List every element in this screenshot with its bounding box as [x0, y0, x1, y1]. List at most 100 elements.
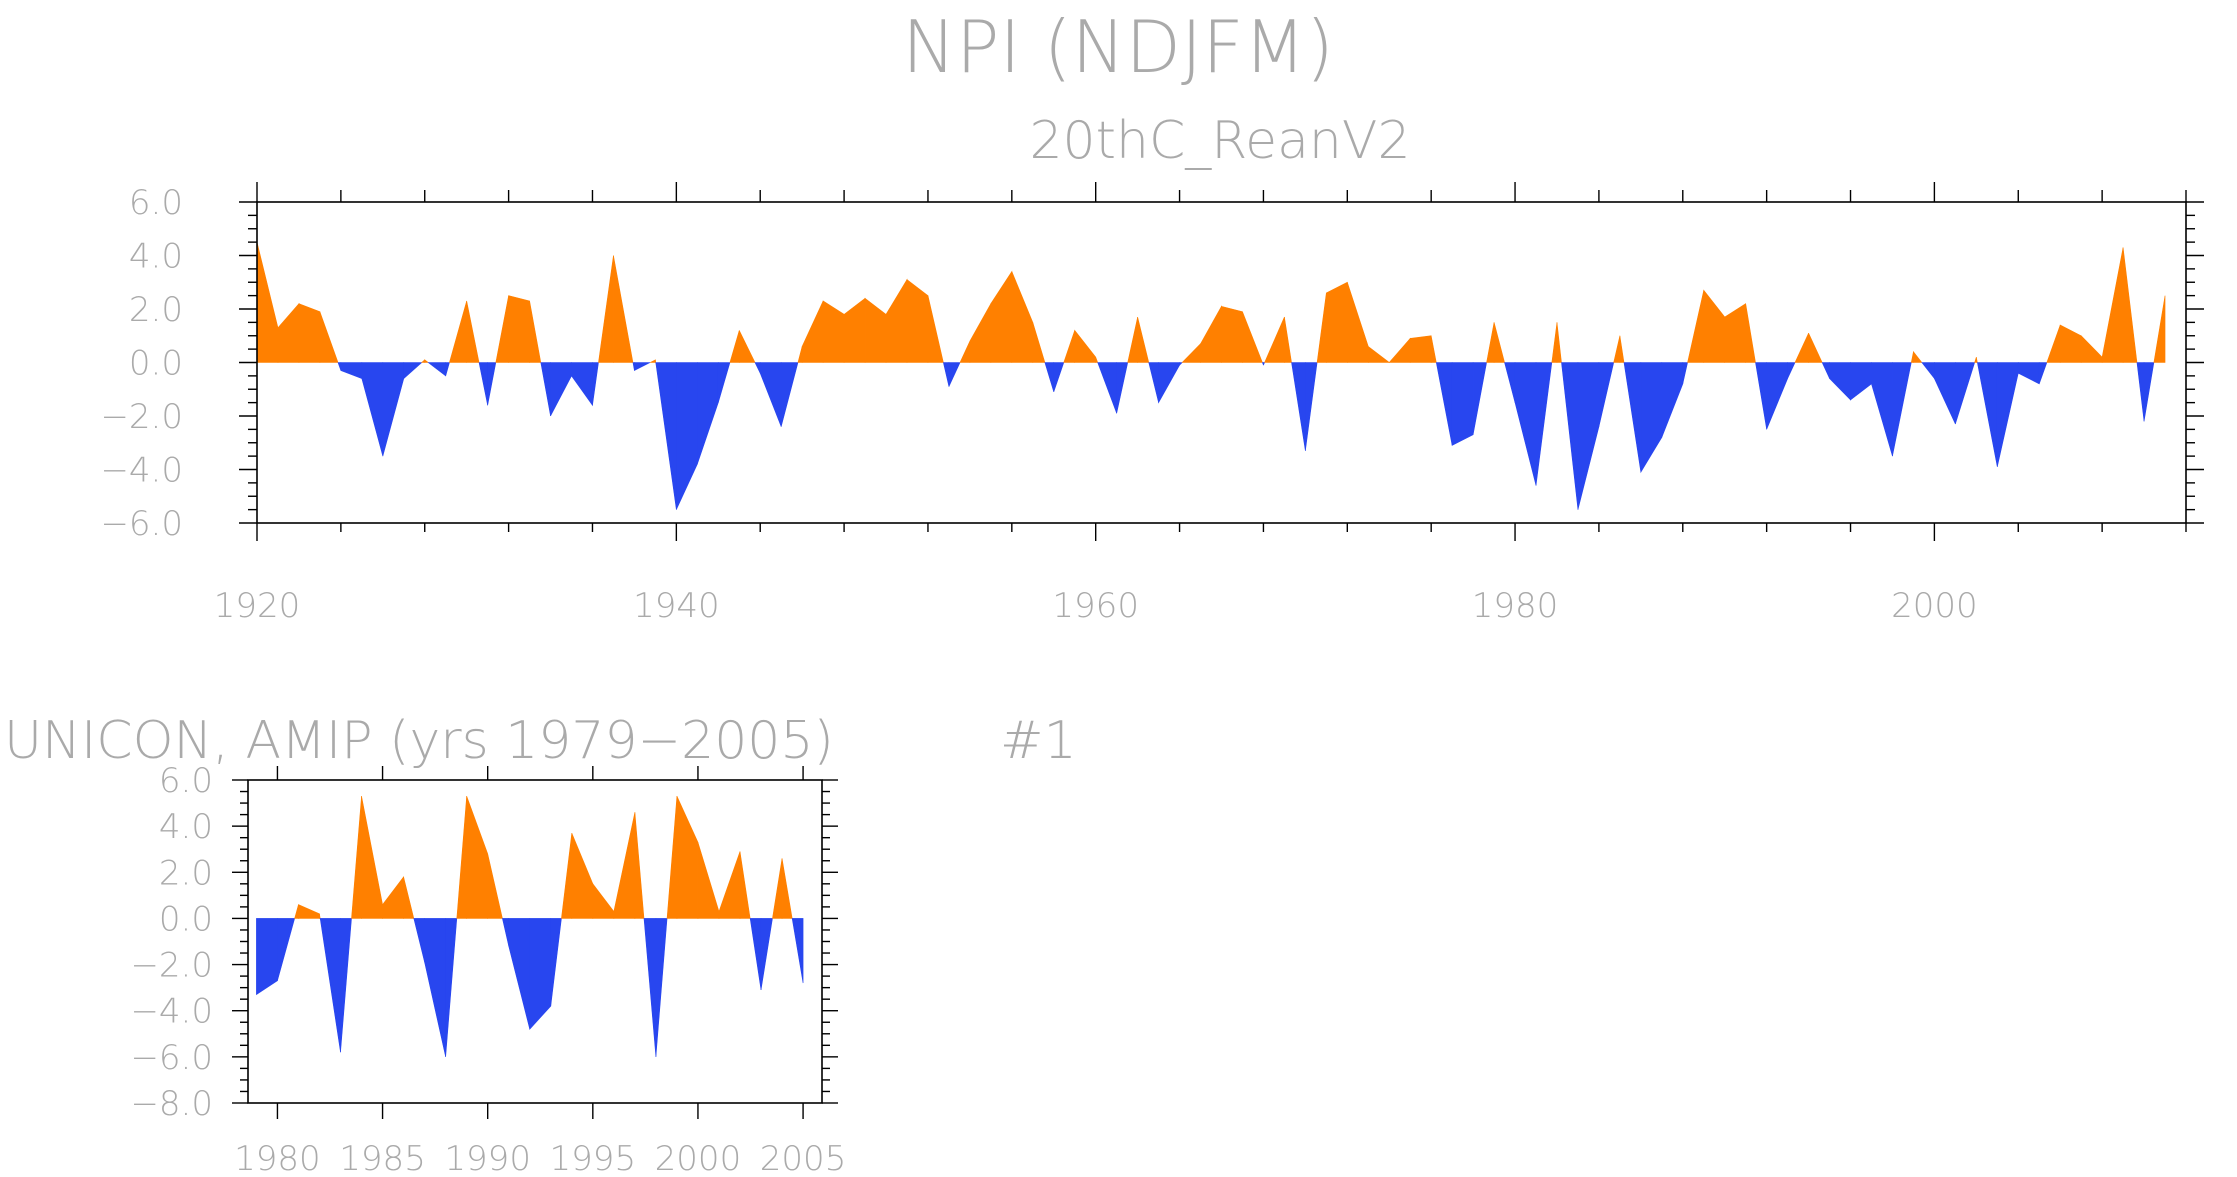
positive-area	[1326, 281, 1348, 363]
negative-area	[1755, 362, 1767, 430]
negative-area	[634, 362, 651, 372]
chart-panel-reanalysis: 20thC_ReanV2 −6.0 −4.0 −2.0 0.0 2.0 4.0 6.0 192…	[100, 111, 2204, 626]
negative-area	[697, 362, 719, 465]
positive-area	[1493, 322, 1505, 363]
negative-area	[1682, 362, 1688, 384]
positive-area	[797, 346, 803, 363]
negative-area	[1892, 362, 1912, 457]
positive-area	[1556, 322, 1562, 363]
y-tick-label: 0.0	[159, 899, 213, 939]
negative-area	[1640, 362, 1663, 474]
negative-area	[1504, 362, 1516, 403]
negative-area	[1179, 362, 1183, 366]
negative-area	[942, 362, 950, 387]
positive-area	[487, 853, 503, 919]
negative-area	[2136, 362, 2145, 422]
negative-area	[550, 362, 572, 417]
negative-area	[1514, 362, 1537, 486]
positive-area	[1347, 282, 1369, 363]
negative-area	[1263, 362, 1266, 366]
negative-area	[1097, 362, 1117, 414]
area-fills-reanalysis	[256, 242, 2166, 510]
positive-area	[772, 858, 783, 919]
positive-area	[1808, 332, 1823, 363]
negative-area	[1921, 362, 1935, 380]
y-tick-label: −8.0	[130, 1084, 213, 1124]
positive-area	[1284, 316, 1292, 363]
positive-area	[738, 330, 756, 363]
positive-area	[666, 796, 678, 919]
positive-area	[1409, 335, 1432, 363]
positive-area	[466, 300, 480, 363]
positive-area	[969, 302, 992, 363]
negative-area	[1451, 362, 1474, 446]
negative-area	[1955, 362, 1976, 425]
negative-area	[717, 362, 731, 403]
negative-area	[529, 918, 552, 1030]
negative-area	[1158, 362, 1180, 404]
y-tick-label: −6.0	[100, 504, 183, 544]
positive-area	[729, 330, 740, 363]
positive-area	[277, 302, 300, 363]
x-tick-label: 1940	[633, 586, 720, 626]
negative-area	[780, 362, 799, 427]
positive-area	[598, 255, 614, 363]
y-tick-label: 0.0	[129, 344, 183, 384]
y-tick-label: 6.0	[129, 183, 183, 223]
positive-area	[1613, 335, 1621, 363]
area-fills-unicon	[256, 796, 804, 1057]
positive-area	[351, 796, 362, 919]
negative-area	[487, 362, 497, 406]
negative-area	[749, 918, 762, 990]
positive-area	[495, 295, 509, 363]
chart-title-unicon: UNICON, AMIP (yrs 1979−2005)	[4, 711, 834, 771]
negative-area	[1821, 362, 1830, 379]
axes-unicon: −8.0 −6.0 −4.0 −2.0 0.0 2.0 4.0 6.0 1980 1985 1990…	[130, 761, 846, 1177]
negative-area	[256, 918, 278, 996]
positive-area	[508, 295, 530, 363]
y-tick-label: −4.0	[100, 451, 183, 491]
negative-area	[382, 362, 405, 457]
positive-area	[739, 851, 751, 919]
negative-area	[1291, 362, 1306, 451]
positive-area	[2080, 335, 2103, 363]
positive-area	[1221, 305, 1243, 363]
x-tick-label: 1920	[214, 586, 301, 626]
x-tick-label: 1960	[1052, 586, 1139, 626]
positive-area	[1910, 351, 1914, 363]
positive-area	[1137, 316, 1150, 363]
x-tick-label: 2000	[655, 1139, 742, 1177]
chart-subtitle-reanalysis: 20thC_ReanV2	[1029, 111, 1410, 171]
y-tick-label: −4.0	[130, 992, 213, 1032]
positive-area	[822, 300, 845, 363]
y-tick-label: 4.0	[129, 237, 183, 277]
positive-area	[1242, 311, 1263, 363]
positive-area	[403, 876, 415, 919]
negative-area	[1535, 362, 1553, 486]
positive-area	[885, 278, 908, 363]
positive-area	[1724, 303, 1746, 363]
positive-area	[424, 359, 430, 363]
negative-area	[1044, 362, 1055, 393]
x-tick-label: 1995	[550, 1139, 637, 1177]
negative-area	[319, 918, 341, 1053]
positive-area	[1181, 343, 1201, 363]
negative-area	[1787, 362, 1796, 379]
negative-area	[655, 362, 677, 510]
negative-area	[361, 362, 384, 457]
y-tick-label: −2.0	[130, 946, 213, 986]
positive-area	[864, 297, 887, 363]
negative-area	[1829, 362, 1851, 401]
positive-area	[382, 876, 404, 919]
positive-area	[256, 242, 279, 363]
negative-area	[1934, 362, 1956, 425]
positive-area	[2101, 247, 2124, 363]
positive-area	[456, 796, 467, 919]
negative-area	[540, 362, 551, 417]
negative-area	[1435, 362, 1453, 446]
negative-area	[1850, 362, 1872, 401]
positive-area	[927, 295, 944, 363]
positive-area	[634, 812, 645, 919]
positive-area	[1430, 335, 1437, 363]
negative-area	[1598, 362, 1615, 427]
